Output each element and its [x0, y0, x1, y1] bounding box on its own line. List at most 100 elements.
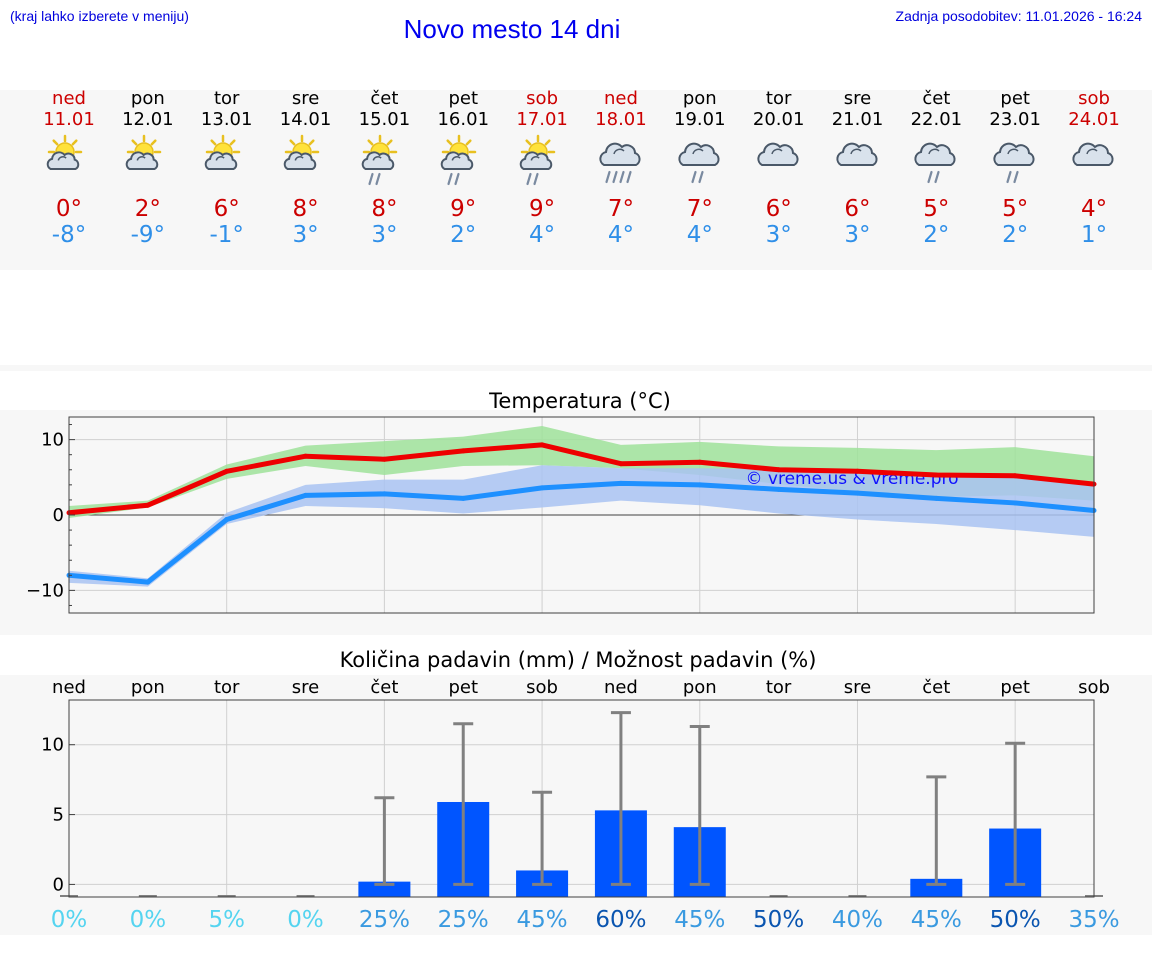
temp-min: 2° [923, 222, 950, 248]
precipitation-probability: 25% [438, 907, 489, 933]
cloudy-icon [835, 142, 878, 166]
day-date: 15.01 [358, 109, 411, 130]
section-divider [0, 365, 1152, 371]
temp-min: 4° [607, 222, 634, 248]
temp-min: -8° [51, 222, 87, 248]
temp-max: 0° [55, 196, 83, 222]
temp-max: 7° [607, 196, 634, 222]
precipitation-probability: 0% [287, 907, 324, 933]
day-name: pet [448, 88, 479, 109]
precipitation-probability: 45% [911, 907, 962, 933]
precipitation-probability: 0% [51, 907, 88, 933]
day-name: pon [130, 88, 165, 109]
day-name: ned [603, 88, 638, 109]
forecast-day: ned 11.01 0° -8° [29, 88, 109, 248]
plot-frame [68, 699, 1095, 898]
y-tick-label: 10 [41, 735, 64, 756]
day-name: čet [370, 88, 399, 109]
max-range-band [69, 426, 1094, 519]
temp-max: 5° [923, 196, 950, 222]
forecast-day: pet 16.01 9° 2° [423, 88, 503, 248]
max-temperature-point [933, 472, 939, 478]
min-temperature-line [68, 480, 1095, 585]
x-category-label: čet [370, 677, 398, 698]
forecast-day: pet 23.01 5° 2° [975, 88, 1055, 248]
min-temperature-point [1012, 500, 1018, 506]
precipitation-probability: 35% [1068, 907, 1119, 933]
x-category-label: tor [214, 677, 240, 698]
forecast-day: čet 22.01 5° 2° [896, 88, 976, 248]
x-category-label: ned [604, 677, 638, 698]
sun-cloudy-rain-icon [519, 134, 556, 186]
day-name: sob [526, 88, 558, 109]
sun-partly-cloudy-icon [46, 134, 83, 171]
min-temperature-point [697, 482, 703, 488]
temp-min: 1° [1080, 222, 1108, 248]
min-temperature-point [460, 495, 466, 501]
max-temperature-line [68, 442, 1095, 516]
day-date: 12.01 [122, 109, 174, 130]
min-temperature-point [776, 486, 782, 492]
day-date: 11.01 [43, 109, 95, 130]
day-name: tor [213, 88, 240, 109]
y-tick-label: 10 [41, 430, 64, 451]
sun-cloudy-rain-icon [440, 134, 477, 186]
temp-max: 7° [686, 196, 713, 222]
x-category-label: ned [52, 677, 86, 698]
temp-max: 6° [213, 196, 240, 222]
temp-min: 3° [844, 222, 871, 248]
day-name: tor [765, 88, 792, 109]
chart-background [0, 675, 1152, 935]
x-category-label: sre [292, 677, 319, 698]
precipitation-probability: 45% [674, 907, 725, 933]
region-hint: (kraj lahko izberete v meniju) [10, 8, 189, 24]
temp-max: 4° [1080, 196, 1108, 222]
temp-max: 9° [450, 196, 477, 222]
temp-max: 6° [844, 196, 871, 222]
cloudy-rain-icon [678, 142, 720, 184]
sun-cloudy-icon [125, 134, 162, 171]
max-temperature-point [460, 448, 466, 454]
temp-max: 2° [134, 196, 161, 222]
max-temperature-point [381, 456, 387, 462]
chart-title: Temperatura (°C) [488, 389, 671, 413]
day-date: 17.01 [516, 109, 568, 130]
sun-cloudy-rain-icon [362, 134, 398, 186]
temp-max: 6° [765, 196, 792, 222]
precipitation-bar [910, 878, 963, 897]
forecast-day: sob 24.01 4° 1° [1054, 88, 1134, 248]
temp-min: -9° [130, 222, 166, 248]
max-temperature-point [303, 453, 309, 459]
precipitation-probability: 60% [595, 907, 646, 933]
day-name: sre [843, 88, 872, 109]
chart-title: Količina padavin (mm) / Možnost padavin … [340, 648, 817, 672]
cloudy-rain-icon [914, 142, 956, 184]
forecast-days: ned 11.01 0° -8° pon 12.01 2° -9° tor 13.01 6° -1° s… [0, 0, 1152, 270]
temp-min: -1° [209, 222, 244, 248]
x-category-label: sob [1078, 677, 1110, 698]
precipitation-bar [358, 881, 411, 897]
precipitation-probability: 25% [359, 907, 410, 933]
temp-min: 2° [450, 222, 477, 248]
temp-max: 5° [1002, 196, 1029, 222]
temp-max: 9° [529, 196, 556, 222]
min-temperature-point [381, 491, 387, 497]
min-temperature-point [618, 480, 624, 486]
sun-cloudy-icon [204, 134, 240, 171]
cloudy-icon [757, 142, 799, 166]
temp-min: 4° [529, 222, 556, 248]
y-tick-label: −10 [26, 580, 64, 601]
forecast-day: tor 20.01 6° 3° [739, 88, 819, 248]
max-temperature-point [539, 442, 545, 448]
max-temperature-point [145, 502, 151, 508]
forecast-day: čet 15.01 8° 3° [344, 88, 424, 248]
forecast-day: tor 13.01 6° -1° [187, 88, 267, 248]
forecast-day: sob 17.01 9° 4° [502, 88, 582, 248]
forecast-strip [0, 90, 1152, 270]
precipitation-probability: 40% [832, 907, 883, 933]
day-date: 20.01 [752, 109, 805, 130]
cloudy-rain-icon [993, 142, 1035, 184]
temp-min: 3° [371, 222, 398, 248]
precipitation-chart: Količina padavin (mm) / Možnost padavin … [0, 648, 1152, 935]
day-date: 21.01 [831, 109, 884, 130]
